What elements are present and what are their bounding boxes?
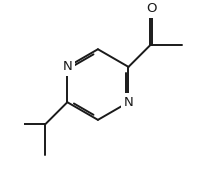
- Text: N: N: [124, 96, 133, 109]
- Text: N: N: [62, 60, 72, 73]
- Text: O: O: [146, 2, 157, 15]
